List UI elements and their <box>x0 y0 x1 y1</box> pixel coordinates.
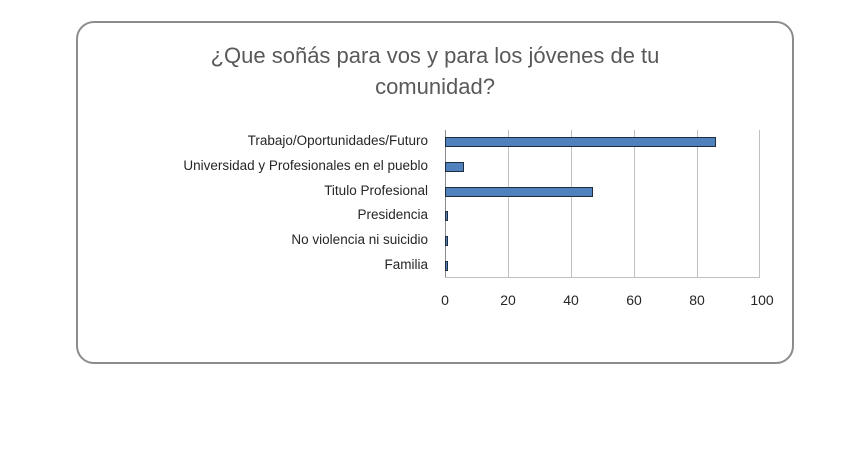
bar-presidencia <box>445 211 449 221</box>
chart-title: ¿Que soñás para vos y para los jóvenes d… <box>76 40 794 102</box>
bar-no-violencia <box>445 236 449 246</box>
x-tick: 0 <box>441 292 449 308</box>
category-label: Titulo Profesional <box>324 183 428 198</box>
bar-titulo <box>445 187 594 197</box>
chart-title-line2: comunidad? <box>375 74 495 99</box>
chart-frame <box>76 21 794 364</box>
gridline <box>508 130 509 278</box>
chart-title-line1: ¿Que soñás para vos y para los jóvenes d… <box>210 43 660 68</box>
x-tick: 60 <box>626 292 642 308</box>
gridline <box>697 130 698 278</box>
category-label: Presidencia <box>357 207 428 222</box>
x-tick: 40 <box>563 292 579 308</box>
bar-universidad <box>445 162 464 172</box>
plot-area <box>445 130 760 278</box>
gridline <box>571 130 572 278</box>
x-tick: 20 <box>500 292 516 308</box>
x-tick: 80 <box>689 292 705 308</box>
category-labels: Trabajo/Oportunidades/Futuro Universidad… <box>100 131 428 281</box>
gridline <box>759 130 760 278</box>
x-axis <box>445 277 760 278</box>
x-tick: 100 <box>750 292 774 308</box>
bar-familia <box>445 261 449 271</box>
category-label: No violencia ni suicidio <box>291 232 428 247</box>
category-label: Trabajo/Oportunidades/Futuro <box>247 133 428 148</box>
y-axis <box>445 130 446 278</box>
category-label: Familia <box>384 257 428 272</box>
gridline <box>634 130 635 278</box>
category-label: Universidad y Profesionales en el pueblo <box>183 158 428 173</box>
bar-trabajo <box>445 137 716 147</box>
